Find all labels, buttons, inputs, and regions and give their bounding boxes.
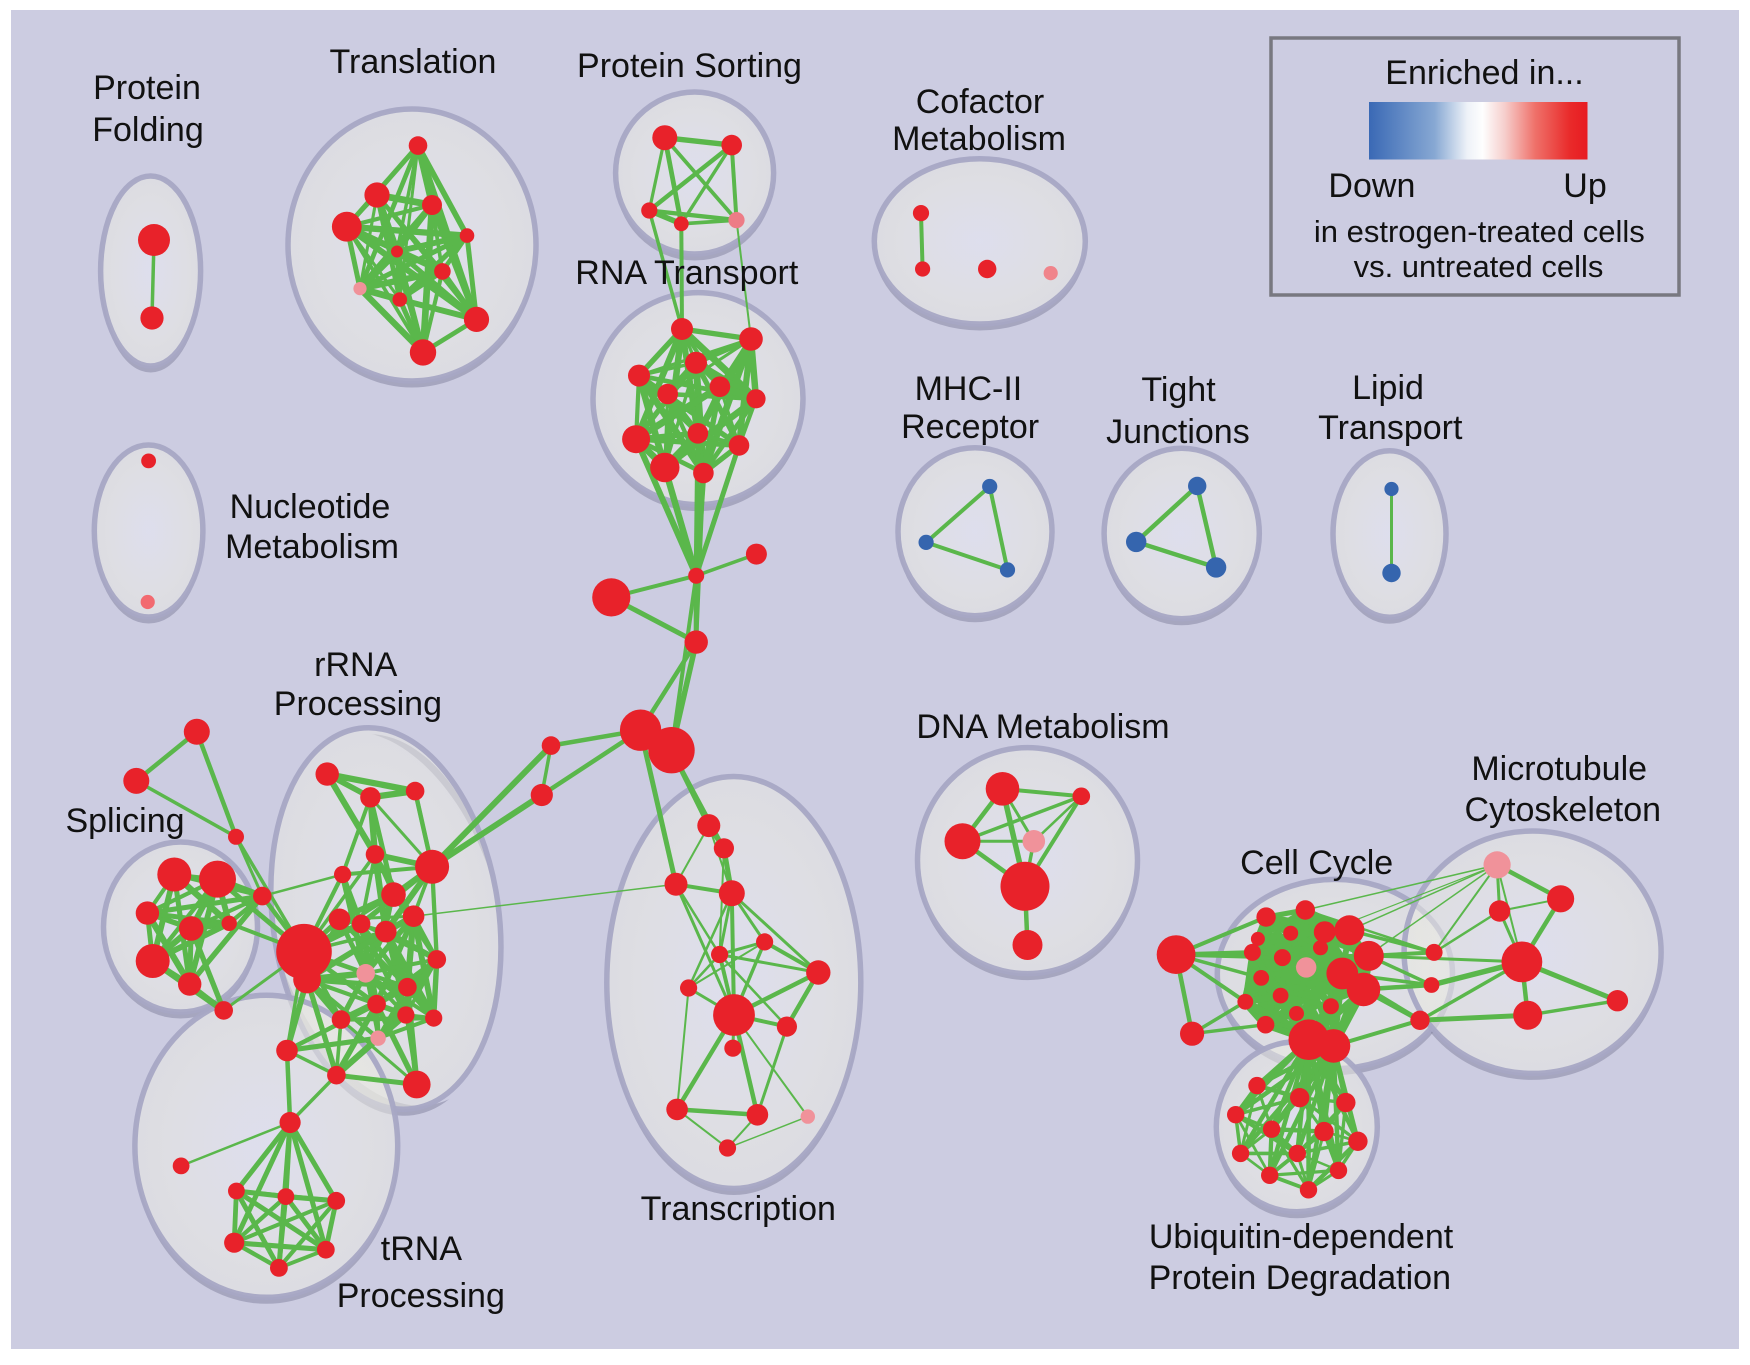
svg-text:Down: Down [1328,167,1415,205]
svg-text:Enriched in...: Enriched in... [1385,54,1583,92]
svg-text:Metabolism: Metabolism [892,120,1066,158]
svg-text:Cytoskeleton: Cytoskeleton [1465,791,1662,829]
svg-text:Protein: Protein [93,69,201,107]
svg-text:Receptor: Receptor [901,408,1039,446]
svg-text:MHC-II: MHC-II [915,370,1023,408]
svg-text:Cell Cycle: Cell Cycle [1240,844,1393,882]
svg-text:Microtubule: Microtubule [1471,750,1647,788]
svg-text:vs. untreated cells: vs. untreated cells [1354,249,1604,284]
svg-text:Processing: Processing [337,1277,505,1315]
svg-text:Processing: Processing [274,685,442,723]
svg-text:Transport: Transport [1318,409,1463,447]
svg-text:tRNA: tRNA [381,1230,463,1268]
svg-text:Lipid: Lipid [1352,369,1424,407]
svg-text:Cofactor: Cofactor [916,83,1045,121]
svg-text:rRNA: rRNA [314,646,397,684]
svg-text:Up: Up [1563,167,1606,205]
svg-text:Transcription: Transcription [641,1190,836,1228]
svg-text:in estrogen-treated cells: in estrogen-treated cells [1314,214,1645,249]
svg-text:Nucleotide: Nucleotide [230,488,391,526]
svg-text:Metabolism: Metabolism [225,528,399,566]
svg-text:Protein Degradation: Protein Degradation [1149,1259,1451,1297]
svg-text:Splicing: Splicing [65,802,184,840]
svg-text:Folding: Folding [92,111,204,149]
svg-text:Tight: Tight [1141,371,1216,409]
svg-text:DNA Metabolism: DNA Metabolism [916,708,1169,746]
svg-text:RNA Transport: RNA Transport [575,254,799,292]
svg-text:Ubiquitin-dependent: Ubiquitin-dependent [1149,1218,1454,1256]
svg-text:Translation: Translation [330,43,497,81]
svg-text:Protein Sorting: Protein Sorting [577,47,802,85]
svg-text:Junctions: Junctions [1106,413,1250,451]
